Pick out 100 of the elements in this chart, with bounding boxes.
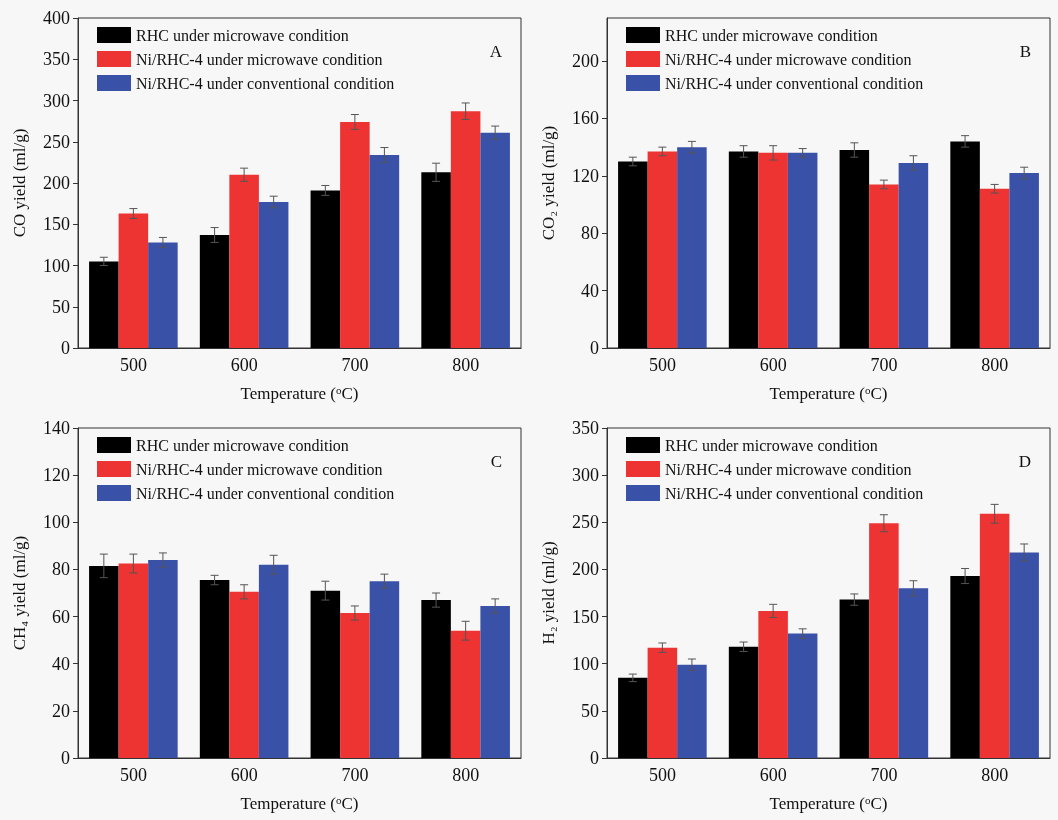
y-tick-label: 60 <box>52 606 70 627</box>
bar <box>199 234 230 348</box>
legend-label: Ni/RHC-4 under microwave condition <box>136 460 383 478</box>
y-tick-label: 100 <box>43 512 70 533</box>
bar <box>758 152 788 348</box>
bar <box>421 172 451 348</box>
legend-label: RHC under microwave condition <box>665 26 878 44</box>
bar <box>480 132 510 348</box>
x-tick-label: 700 <box>341 765 369 785</box>
bar <box>869 184 899 348</box>
bar <box>229 174 259 348</box>
x-tick-label: 600 <box>230 765 258 785</box>
y-tick-label: 0 <box>590 338 599 358</box>
bar <box>787 633 818 758</box>
x-tick-label: 700 <box>341 355 369 375</box>
y-tick-label: 40 <box>581 280 599 301</box>
legend-label: Ni/RHC-4 under microwave condition <box>665 460 912 478</box>
bar <box>310 590 341 758</box>
bar <box>618 161 648 348</box>
y-tick-label: 100 <box>43 255 70 276</box>
bar <box>839 599 870 758</box>
x-tick-label: 500 <box>119 765 147 785</box>
bar <box>1009 552 1039 758</box>
y-tick-label: 0 <box>61 338 70 358</box>
bar <box>728 151 759 348</box>
x-tick-label: 800 <box>452 355 480 375</box>
y-axis-title: CO yield (ml/g) <box>10 128 29 238</box>
y-axis-title: CH₄ yield (ml/g) <box>10 535 29 651</box>
y-tick-label: 40 <box>52 653 70 674</box>
bar <box>118 213 149 348</box>
bar <box>89 565 119 758</box>
bar <box>199 580 230 758</box>
legend-label: Ni/RHC-4 under microwave condition <box>136 50 383 68</box>
y-tick-label: 80 <box>52 559 70 580</box>
y-tick-label: 250 <box>43 131 70 152</box>
bar <box>450 111 481 348</box>
x-tick-label: 800 <box>452 765 480 785</box>
bar <box>369 581 400 758</box>
bar <box>258 564 289 758</box>
bar <box>979 188 1010 348</box>
y-tick-label: 350 <box>572 418 599 438</box>
bar <box>787 152 818 348</box>
x-tick-label: 500 <box>648 355 676 375</box>
x-tick-label: 600 <box>230 355 258 375</box>
y-tick-label: 120 <box>43 465 70 486</box>
bar <box>118 563 149 758</box>
y-tick-label: 50 <box>52 296 70 317</box>
x-tick-label: 800 <box>981 765 1009 785</box>
bar <box>148 242 178 348</box>
legend-label: Ni/RHC-4 under microwave condition <box>665 50 912 68</box>
y-tick-label: 140 <box>43 418 70 438</box>
y-tick-label: 100 <box>572 653 599 674</box>
bar <box>677 664 707 758</box>
y-tick-label: 20 <box>52 700 70 721</box>
bar <box>258 201 289 348</box>
bar <box>229 591 259 758</box>
bar <box>310 190 341 348</box>
bar <box>898 162 929 348</box>
bar <box>340 613 370 758</box>
y-axis-title: H₂ yield (ml/g) <box>539 541 558 645</box>
legend-label: Ni/RHC-4 under conventional condition <box>136 74 395 92</box>
bar <box>979 513 1010 758</box>
y-tick-label: 50 <box>581 700 599 721</box>
bar <box>369 154 400 348</box>
y-tick-label: 300 <box>572 465 599 486</box>
y-tick-label: 300 <box>43 90 70 111</box>
y-tick-label: 200 <box>43 173 70 193</box>
y-tick-label: 120 <box>572 165 599 186</box>
legend-label: Ni/RHC-4 under conventional condition <box>665 74 924 92</box>
y-tick-label: 200 <box>572 559 599 580</box>
y-tick-label: 160 <box>572 108 599 129</box>
bar <box>677 147 707 348</box>
legend-label: RHC under microwave condition <box>136 436 349 454</box>
x-tick-label: 600 <box>759 765 787 785</box>
text: D <box>1018 452 1031 471</box>
x-tick-label: 600 <box>759 355 787 375</box>
legend-label: Ni/RHC-4 under conventional condition <box>665 484 924 502</box>
text: C <box>490 452 502 471</box>
x-tick-label: 700 <box>870 355 898 375</box>
x-tick-label: 500 <box>119 355 147 375</box>
bar <box>869 523 899 758</box>
y-tick-label: 150 <box>572 606 599 627</box>
bar <box>1009 172 1039 348</box>
text: B <box>1019 42 1031 61</box>
x-tick-label: 500 <box>648 765 676 785</box>
bar <box>148 560 178 758</box>
bar <box>839 150 870 348</box>
y-axis-title: CO₂ yield (ml/g) <box>539 125 558 241</box>
legend-label: RHC under microwave condition <box>136 26 349 44</box>
y-tick-label: 400 <box>43 8 70 28</box>
bar <box>89 261 119 348</box>
bar <box>758 610 788 758</box>
y-tick-label: 0 <box>61 748 70 768</box>
y-tick-label: 0 <box>590 748 599 768</box>
y-tick-label: 200 <box>572 51 599 72</box>
text: A <box>489 42 503 61</box>
y-tick-label: 250 <box>572 512 599 533</box>
y-tick-label: 150 <box>43 214 70 235</box>
legend-label: Ni/RHC-4 under conventional condition <box>136 484 395 502</box>
bar <box>450 630 481 758</box>
